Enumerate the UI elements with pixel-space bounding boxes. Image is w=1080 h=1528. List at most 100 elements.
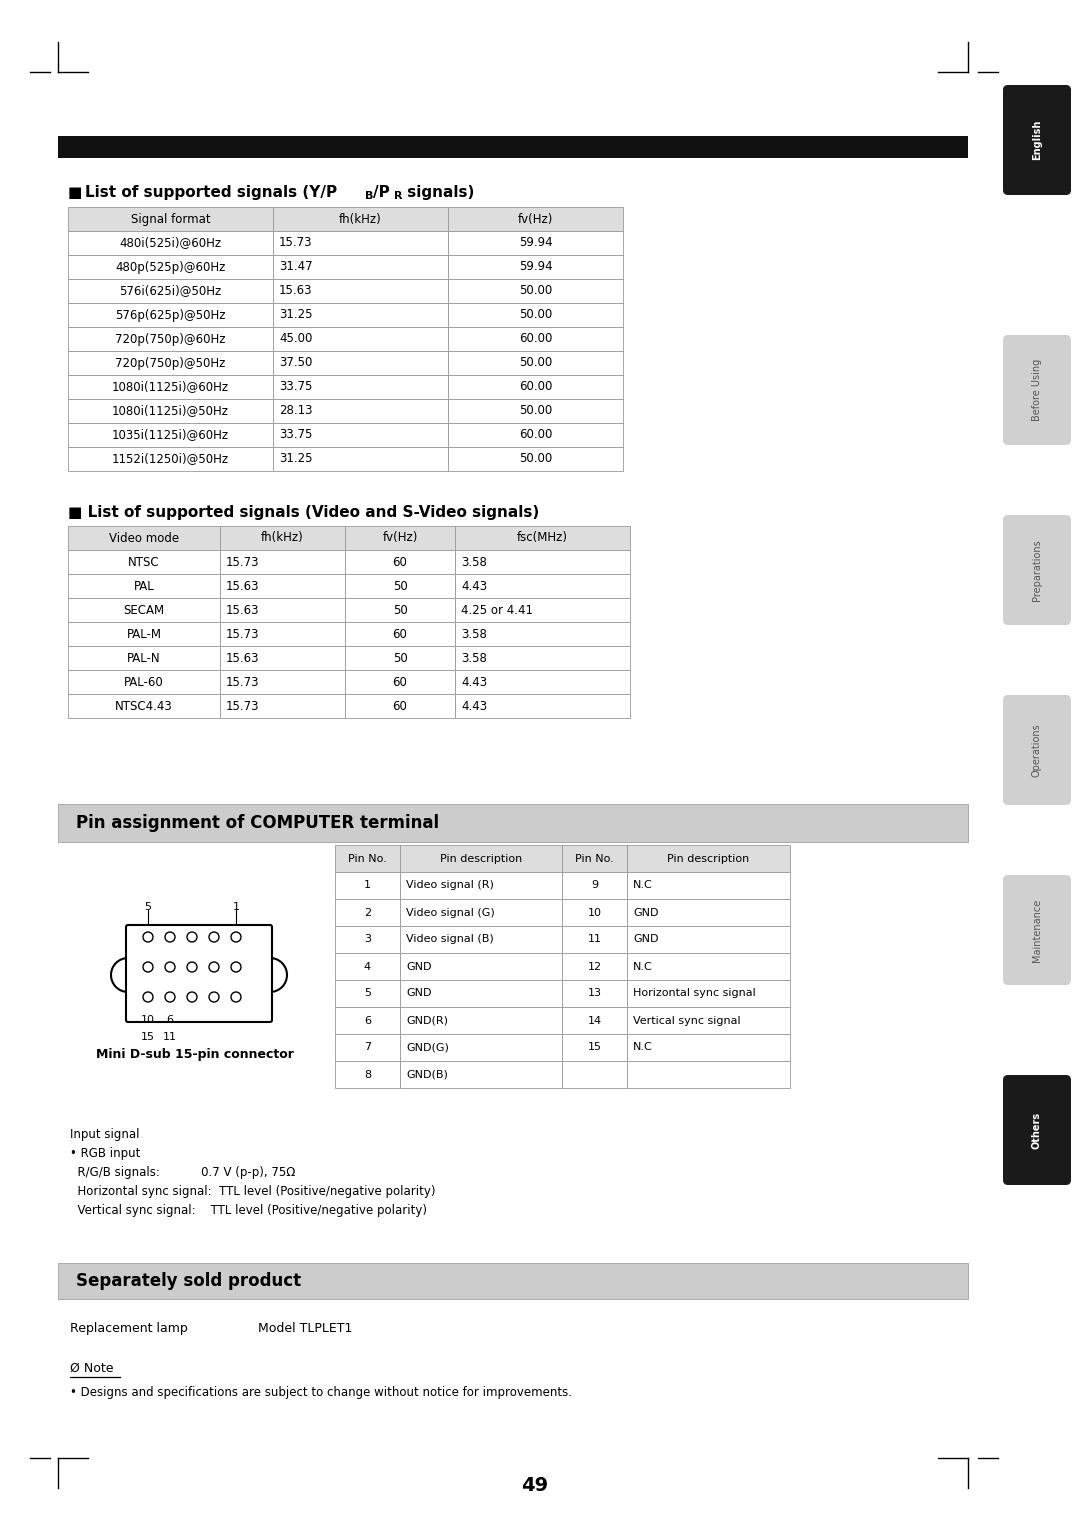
- Text: Others: Others: [1032, 1111, 1042, 1149]
- Text: GND(B): GND(B): [406, 1070, 448, 1079]
- Circle shape: [165, 932, 175, 941]
- Text: ■: ■: [68, 185, 82, 200]
- Bar: [448, 206, 623, 231]
- Text: fv(Hz): fv(Hz): [382, 532, 418, 544]
- Text: GND: GND: [633, 908, 659, 917]
- Bar: [455, 526, 630, 550]
- Text: Model TLPLET1: Model TLPLET1: [258, 1322, 352, 1335]
- Text: 10: 10: [588, 908, 602, 917]
- Bar: [400, 979, 562, 1007]
- Bar: [455, 694, 630, 718]
- Bar: [400, 845, 562, 872]
- Text: 45.00: 45.00: [279, 333, 312, 345]
- Text: • RGB input: • RGB input: [70, 1148, 140, 1160]
- Bar: [220, 622, 345, 646]
- Text: • Designs and specifications are subject to change without notice for improvemen: • Designs and specifications are subject…: [70, 1386, 572, 1400]
- Text: Horizontal sync signal:  TTL level (Positive/negative polarity): Horizontal sync signal: TTL level (Posit…: [70, 1186, 435, 1198]
- Bar: [273, 448, 448, 471]
- Circle shape: [165, 963, 175, 972]
- Text: 480p(525p)@60Hz: 480p(525p)@60Hz: [116, 260, 226, 274]
- Text: Replacement lamp: Replacement lamp: [70, 1322, 188, 1335]
- Text: 15.63: 15.63: [226, 579, 259, 593]
- FancyBboxPatch shape: [1003, 86, 1071, 196]
- Text: signals): signals): [402, 185, 474, 200]
- Text: 15.63: 15.63: [279, 284, 312, 298]
- Text: fv(Hz): fv(Hz): [517, 212, 553, 226]
- Bar: [68, 255, 273, 280]
- Bar: [335, 953, 400, 979]
- Text: GND: GND: [406, 961, 432, 972]
- Circle shape: [210, 932, 219, 941]
- Circle shape: [143, 963, 153, 972]
- Text: 11: 11: [163, 1031, 177, 1042]
- Text: 5: 5: [364, 989, 372, 998]
- Text: 50.00: 50.00: [518, 356, 552, 370]
- Text: PAL-M: PAL-M: [126, 628, 162, 640]
- FancyBboxPatch shape: [1003, 695, 1071, 805]
- Text: 59.94: 59.94: [518, 237, 552, 249]
- Text: Preparations: Preparations: [1032, 539, 1042, 601]
- Text: 60.00: 60.00: [518, 428, 552, 442]
- Bar: [273, 280, 448, 303]
- Text: PAL-N: PAL-N: [127, 651, 161, 665]
- Bar: [448, 255, 623, 280]
- Text: 1152i(1250i)@50Hz: 1152i(1250i)@50Hz: [112, 452, 229, 466]
- Bar: [455, 669, 630, 694]
- Bar: [220, 597, 345, 622]
- Bar: [562, 1060, 627, 1088]
- Text: N.C: N.C: [633, 1042, 652, 1053]
- Text: GND: GND: [633, 935, 659, 944]
- Bar: [335, 1007, 400, 1034]
- Circle shape: [187, 992, 197, 1002]
- Circle shape: [187, 932, 197, 941]
- Text: Separately sold product: Separately sold product: [76, 1271, 301, 1290]
- Bar: [448, 327, 623, 351]
- Bar: [345, 597, 455, 622]
- Bar: [68, 327, 273, 351]
- Text: 3.58: 3.58: [461, 628, 487, 640]
- Text: 33.75: 33.75: [279, 380, 312, 394]
- Text: 50.00: 50.00: [518, 284, 552, 298]
- Text: Pin assignment of COMPUTER terminal: Pin assignment of COMPUTER terminal: [76, 814, 440, 833]
- Bar: [562, 1034, 627, 1060]
- Circle shape: [187, 963, 197, 972]
- Bar: [448, 303, 623, 327]
- Text: Vertical sync signal:    TTL level (Positive/negative polarity): Vertical sync signal: TTL level (Positiv…: [70, 1204, 427, 1216]
- Text: ■ List of supported signals (Video and S-Video signals): ■ List of supported signals (Video and S…: [68, 504, 539, 520]
- Text: Horizontal sync signal: Horizontal sync signal: [633, 989, 756, 998]
- Bar: [562, 898, 627, 926]
- Bar: [400, 1060, 562, 1088]
- Text: GND(R): GND(R): [406, 1016, 448, 1025]
- Text: SECAM: SECAM: [123, 604, 164, 616]
- Bar: [627, 872, 789, 898]
- Bar: [455, 575, 630, 597]
- Text: PAL-60: PAL-60: [124, 675, 164, 689]
- Bar: [335, 926, 400, 953]
- Text: B: B: [365, 191, 374, 202]
- Text: 15.73: 15.73: [279, 237, 312, 249]
- Text: Video signal (B): Video signal (B): [406, 935, 494, 944]
- Text: Pin No.: Pin No.: [348, 854, 387, 863]
- Text: 60: 60: [392, 628, 407, 640]
- Circle shape: [165, 992, 175, 1002]
- Bar: [448, 423, 623, 448]
- Circle shape: [143, 992, 153, 1002]
- Bar: [562, 979, 627, 1007]
- Text: 15.63: 15.63: [226, 604, 259, 616]
- Bar: [68, 669, 220, 694]
- Text: 59.94: 59.94: [518, 260, 552, 274]
- Bar: [273, 374, 448, 399]
- Text: Operations: Operations: [1032, 723, 1042, 776]
- Text: 50.00: 50.00: [518, 309, 552, 321]
- Bar: [400, 898, 562, 926]
- Text: 60.00: 60.00: [518, 333, 552, 345]
- Bar: [335, 1060, 400, 1088]
- Bar: [335, 1034, 400, 1060]
- Text: 60: 60: [392, 556, 407, 568]
- Bar: [68, 622, 220, 646]
- Bar: [455, 646, 630, 669]
- Text: 50: 50: [393, 651, 407, 665]
- Text: GND(G): GND(G): [406, 1042, 449, 1053]
- Bar: [273, 231, 448, 255]
- Bar: [273, 255, 448, 280]
